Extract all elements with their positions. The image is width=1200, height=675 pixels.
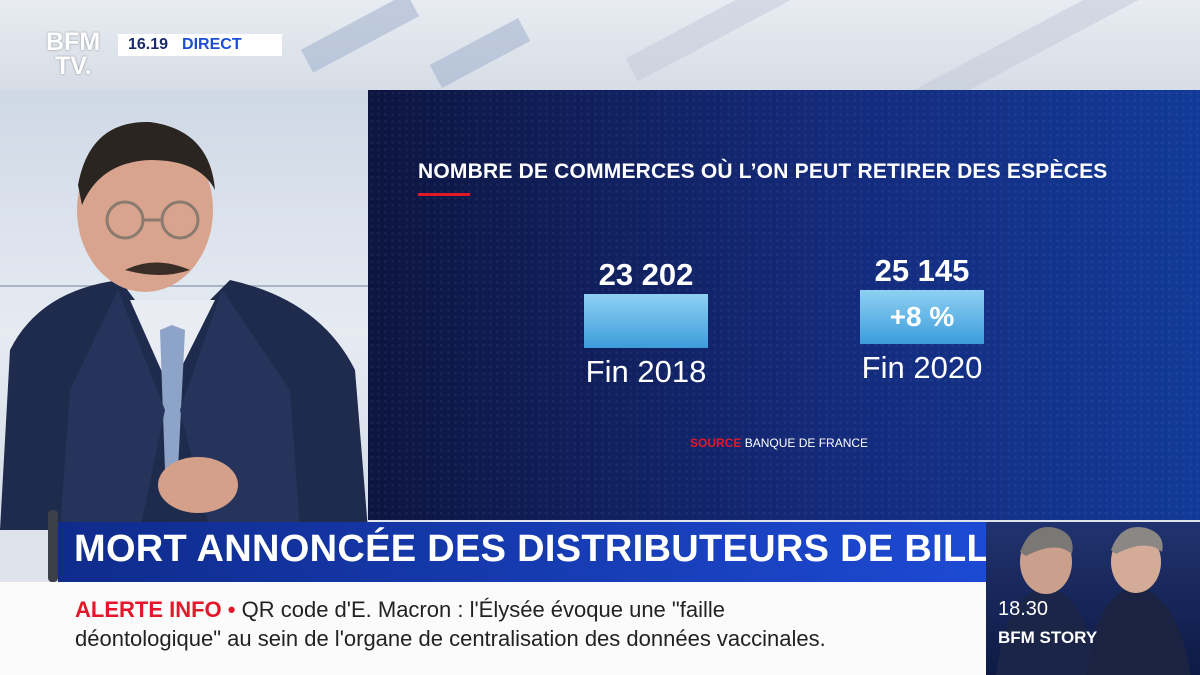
promo-time: 18.30 xyxy=(998,598,1049,620)
ticker-text-1: QR code d'E. Macron : l'Élysée évoque un… xyxy=(241,597,725,622)
headline-banner: MORT ANNONCÉE DES DISTRIBUTEURS DE BILLE… xyxy=(58,522,1099,582)
bar-group-2018: 23 202 Fin 2018 xyxy=(584,258,708,390)
studio-line xyxy=(0,285,368,287)
news-ticker: ALERTE INFO • QR code d'E. Macron : l'Él… xyxy=(0,582,986,675)
bar-2020: +8 % xyxy=(860,290,984,344)
headline-text: MORT ANNONCÉE DES DISTRIBUTEURS DE BILLE… xyxy=(74,528,1100,570)
bar-value-label: 25 145 xyxy=(874,253,970,288)
live-badge: DIRECT xyxy=(178,36,246,54)
logo-line2: TV. xyxy=(55,52,92,80)
title-underline xyxy=(418,193,470,196)
infographic-title: NOMBRE DE COMMERCES OÙ L’ON PEUT RETIRER… xyxy=(418,160,1108,183)
background-stripe xyxy=(300,0,420,73)
studio-presenter-area xyxy=(0,90,368,530)
promo-show-name: BFM STORY xyxy=(998,628,1098,647)
next-show-promo: 18.30 BFM STORY xyxy=(986,522,1200,675)
bar-value-label: 23 202 xyxy=(598,257,694,292)
time-live-bar: 16.19 DIRECT xyxy=(118,34,282,56)
microphone xyxy=(48,510,58,582)
background-stripe xyxy=(429,18,531,88)
clock-time: 16.19 xyxy=(118,36,179,54)
background-stripe xyxy=(625,0,815,82)
bfmtv-logo: BFM TV. xyxy=(46,30,112,84)
hosts-image xyxy=(996,526,1191,675)
ticker-line-1: ALERTE INFO • QR code d'E. Macron : l'Él… xyxy=(75,597,725,623)
bar-group-2020: 25 145 +8 % Fin 2020 xyxy=(860,254,984,386)
source-value: BANQUE DE FRANCE xyxy=(744,436,869,450)
presenter-figure xyxy=(0,121,368,530)
background-stripe xyxy=(909,0,1151,90)
bar-category-label: Fin 2018 xyxy=(585,354,707,389)
bar-category-label: Fin 2020 xyxy=(861,350,983,385)
bar-2018 xyxy=(584,294,708,348)
ticker-line-2: déontologique" au sein de l'organe de ce… xyxy=(75,626,826,651)
logo-line1: BFM xyxy=(46,28,101,56)
source-credit: SOURCE BANQUE DE FRANCE xyxy=(690,436,868,450)
source-label: SOURCE xyxy=(690,436,742,450)
ticker-alert-label: ALERTE INFO • xyxy=(75,597,236,622)
infographic-panel: NOMBRE DE COMMERCES OÙ L’ON PEUT RETIRER… xyxy=(368,90,1200,520)
